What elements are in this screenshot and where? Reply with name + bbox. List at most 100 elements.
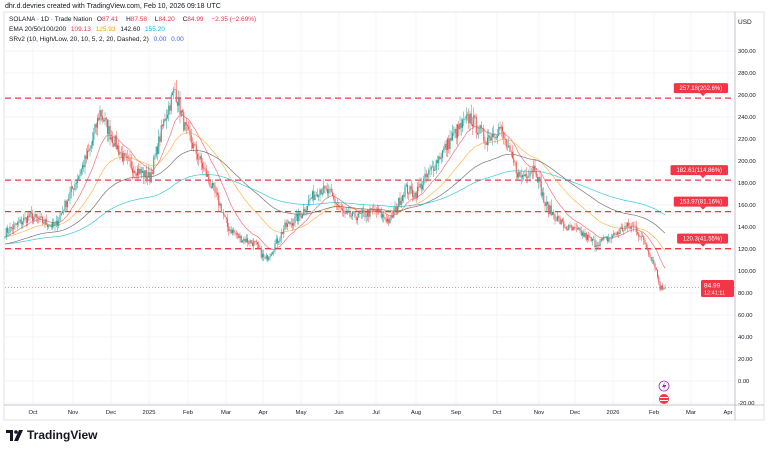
candle-body xyxy=(603,237,605,240)
candle-body xyxy=(443,148,445,151)
high-value: 87.58 xyxy=(130,16,148,23)
candle-body xyxy=(279,238,281,242)
legend-ema-row[interactable]: EMA 20/50/100/200 109.13 125.93 142.60 1… xyxy=(9,25,259,35)
candle-body xyxy=(463,119,465,120)
candle-body xyxy=(39,216,41,220)
candle-body xyxy=(144,170,146,178)
candle-body xyxy=(648,249,650,255)
candle-body xyxy=(664,287,666,289)
currency-label[interactable]: USD xyxy=(738,19,752,26)
candle-body xyxy=(480,125,482,129)
candle-body xyxy=(566,229,569,231)
candle-body xyxy=(420,183,422,190)
candle-body xyxy=(368,210,370,217)
lightning-icon[interactable] xyxy=(658,380,670,392)
candle-body xyxy=(655,268,657,271)
candle-body xyxy=(580,230,582,236)
candle-body xyxy=(514,162,516,164)
candle-body xyxy=(563,221,565,228)
candle-body xyxy=(253,240,255,247)
candle-body xyxy=(288,221,290,224)
candle-body xyxy=(575,227,577,229)
time-tick-label: Nov xyxy=(68,410,78,416)
candle-body xyxy=(421,185,424,190)
candle-body xyxy=(53,221,55,226)
candle-body xyxy=(541,192,544,196)
candle-body xyxy=(93,132,95,141)
candle-body xyxy=(388,218,390,224)
low-value: 84.20 xyxy=(158,16,175,23)
candle-body xyxy=(490,137,492,141)
candle-body xyxy=(213,182,215,186)
legend-sr-row[interactable]: SRv2 (10, High/Low, 20, 10, 5, 2, 20, Da… xyxy=(9,35,259,45)
candle-body xyxy=(164,119,166,121)
candle-body xyxy=(428,170,430,175)
candle-body xyxy=(333,195,335,199)
candle-body xyxy=(141,171,144,173)
candle-body xyxy=(175,89,177,103)
candle-body xyxy=(295,214,297,217)
candle-body xyxy=(86,150,89,159)
candle-body xyxy=(539,176,541,182)
candle-body xyxy=(520,175,522,178)
candle-body xyxy=(469,113,471,124)
candle-body xyxy=(209,181,211,187)
candle-body xyxy=(605,236,607,238)
tradingview-logo[interactable]: TradingView xyxy=(6,428,97,442)
candle-body xyxy=(178,96,180,106)
candle-body xyxy=(118,145,120,155)
candle-body xyxy=(399,197,401,205)
candle-body xyxy=(629,226,631,229)
candle-body xyxy=(653,260,655,264)
time-tick-label: Aug xyxy=(411,410,421,416)
price-axis[interactable]: 300.00 280.00 260.00 240.00 220.00 200.00 180.… xyxy=(738,49,756,407)
candle-body xyxy=(296,214,299,222)
price-tick-label: 100.00 xyxy=(738,269,756,275)
candle-body xyxy=(554,215,556,221)
candle-body xyxy=(301,214,304,218)
time-tick-label: May xyxy=(296,410,307,416)
candle-body xyxy=(199,155,201,160)
candle-body xyxy=(286,223,289,227)
price-tick-label: 80.00 xyxy=(738,291,753,297)
candle-body xyxy=(263,253,265,258)
candle-body xyxy=(13,224,15,230)
candle-body xyxy=(9,227,11,233)
candle-body xyxy=(451,132,454,141)
candle-body xyxy=(535,171,537,177)
candle-body xyxy=(203,167,205,169)
chart-attribution: dhr.d.devries created with TradingView.c… xyxy=(5,3,221,10)
candle-body xyxy=(343,210,345,213)
candle-body xyxy=(338,205,340,207)
legend-symbol-row[interactable]: SOLANA · 1D · Trade Nation O87.41 H87.58… xyxy=(9,15,259,25)
candle-body xyxy=(185,122,187,126)
candle-body xyxy=(348,211,350,213)
candle-body xyxy=(74,184,76,190)
ohlc-high: H87.58 xyxy=(126,16,150,23)
candle-body xyxy=(495,137,497,139)
candle-body xyxy=(606,236,609,242)
candle-body xyxy=(291,223,294,226)
sr-level-badge-pointer xyxy=(700,243,706,247)
us-flag-icon[interactable] xyxy=(659,394,669,404)
candle-body xyxy=(84,155,86,168)
candle-body xyxy=(198,159,200,160)
candle-body xyxy=(101,116,104,120)
candle-body xyxy=(275,238,277,244)
candle-body xyxy=(136,168,139,176)
time-axis[interactable]: Oct Nov Dec 2025 Feb Mar Apr May Jun Jul Aug Sep Oct… xyxy=(28,410,732,416)
candle-body xyxy=(116,145,119,149)
time-tick-label: Mar xyxy=(221,410,231,416)
candle-body xyxy=(365,216,367,218)
price-tick-label: 240.00 xyxy=(738,115,756,121)
candle-body xyxy=(154,155,156,157)
candle-body xyxy=(54,224,56,226)
candle-body xyxy=(224,215,226,218)
candle-body xyxy=(491,133,494,138)
candle-body xyxy=(429,169,431,171)
candle-body xyxy=(608,237,610,242)
candle-body xyxy=(90,144,92,149)
candle-body xyxy=(264,257,266,259)
candle-body xyxy=(55,220,57,225)
